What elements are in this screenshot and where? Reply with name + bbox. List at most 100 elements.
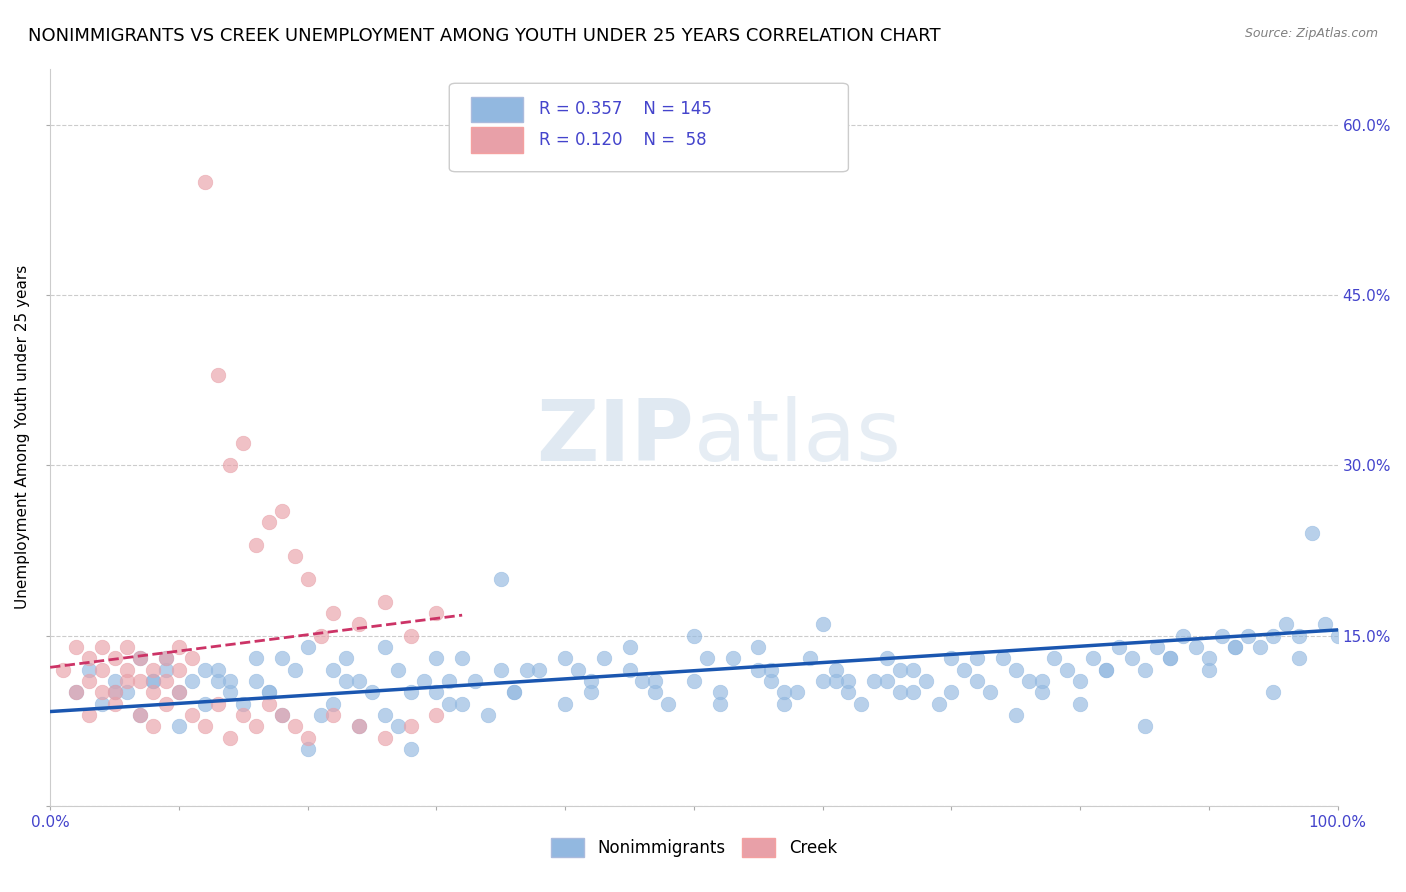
- Point: [1031, 673, 1053, 688]
- Point: [979, 685, 1001, 699]
- Point: [309, 708, 332, 723]
- Point: [1056, 663, 1078, 677]
- Point: [1263, 685, 1285, 699]
- Point: [502, 685, 524, 699]
- Legend: Nonimmigrants, Creek: Nonimmigrants, Creek: [544, 831, 844, 863]
- Point: [103, 685, 125, 699]
- Point: [117, 673, 139, 688]
- Text: NONIMMIGRANTS VS CREEK UNEMPLOYMENT AMONG YOUTH UNDER 25 YEARS CORRELATION CHART: NONIMMIGRANTS VS CREEK UNEMPLOYMENT AMON…: [28, 27, 941, 45]
- Point: [65, 685, 87, 699]
- Point: [1159, 651, 1181, 665]
- Point: [941, 651, 963, 665]
- Point: [374, 731, 396, 745]
- Point: [167, 685, 190, 699]
- Point: [335, 651, 357, 665]
- Point: [129, 708, 152, 723]
- Point: [90, 697, 112, 711]
- Point: [439, 673, 461, 688]
- Point: [322, 697, 344, 711]
- Point: [1236, 629, 1258, 643]
- Point: [1121, 651, 1143, 665]
- Point: [297, 731, 319, 745]
- Point: [1069, 697, 1091, 711]
- Point: [1069, 673, 1091, 688]
- Point: [1031, 685, 1053, 699]
- Point: [399, 742, 422, 756]
- Point: [65, 640, 87, 654]
- Point: [219, 685, 242, 699]
- Point: [529, 663, 551, 677]
- Point: [90, 685, 112, 699]
- Y-axis label: Unemployment Among Youth under 25 years: Unemployment Among Youth under 25 years: [15, 265, 30, 609]
- Point: [103, 697, 125, 711]
- Point: [851, 697, 873, 711]
- Point: [77, 708, 100, 723]
- Text: R = 0.357    N = 145: R = 0.357 N = 145: [540, 101, 713, 119]
- Point: [155, 697, 177, 711]
- Point: [1043, 651, 1066, 665]
- Point: [194, 697, 217, 711]
- Point: [464, 673, 486, 688]
- Point: [245, 651, 267, 665]
- Point: [90, 640, 112, 654]
- Point: [1133, 663, 1156, 677]
- Point: [439, 697, 461, 711]
- Point: [1223, 640, 1246, 654]
- Point: [901, 685, 924, 699]
- Point: [180, 708, 202, 723]
- Point: [387, 663, 409, 677]
- Point: [451, 651, 474, 665]
- Point: [117, 640, 139, 654]
- Point: [374, 594, 396, 608]
- Point: [824, 673, 846, 688]
- Point: [155, 663, 177, 677]
- Point: [657, 697, 679, 711]
- Point: [477, 708, 499, 723]
- Point: [374, 708, 396, 723]
- Point: [155, 651, 177, 665]
- Point: [257, 697, 280, 711]
- Point: [1288, 629, 1310, 643]
- Point: [1018, 673, 1040, 688]
- Point: [194, 719, 217, 733]
- Point: [1301, 526, 1323, 541]
- Point: [554, 697, 576, 711]
- Point: [117, 685, 139, 699]
- Point: [631, 673, 654, 688]
- Point: [709, 685, 731, 699]
- Point: [180, 673, 202, 688]
- Point: [322, 708, 344, 723]
- Point: [592, 651, 614, 665]
- Point: [1095, 663, 1118, 677]
- Point: [811, 617, 834, 632]
- Point: [928, 697, 950, 711]
- Point: [759, 663, 782, 677]
- Point: [322, 606, 344, 620]
- Point: [399, 685, 422, 699]
- Point: [257, 685, 280, 699]
- Point: [824, 663, 846, 677]
- Point: [103, 685, 125, 699]
- FancyBboxPatch shape: [450, 83, 848, 172]
- Point: [232, 435, 254, 450]
- Point: [876, 651, 898, 665]
- Point: [399, 719, 422, 733]
- Point: [399, 629, 422, 643]
- Point: [1223, 640, 1246, 654]
- Point: [1004, 708, 1026, 723]
- Point: [374, 640, 396, 654]
- Point: [644, 685, 666, 699]
- Point: [579, 673, 602, 688]
- Point: [207, 697, 229, 711]
- Point: [129, 651, 152, 665]
- Point: [773, 685, 796, 699]
- Point: [619, 663, 641, 677]
- Point: [219, 458, 242, 473]
- Point: [1004, 663, 1026, 677]
- Point: [347, 673, 370, 688]
- Point: [1275, 617, 1298, 632]
- Point: [1133, 719, 1156, 733]
- Point: [1198, 651, 1220, 665]
- Point: [347, 617, 370, 632]
- Point: [194, 175, 217, 189]
